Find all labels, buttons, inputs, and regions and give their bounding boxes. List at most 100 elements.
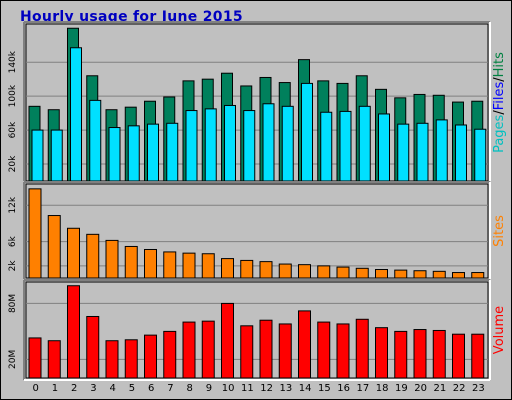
legend-pages: Pages bbox=[492, 114, 507, 152]
volume-bar bbox=[298, 310, 311, 379]
volume-bar bbox=[375, 327, 388, 379]
sites-bar bbox=[67, 227, 80, 279]
volume-panel-plot-area bbox=[25, 281, 489, 379]
sites-bar bbox=[375, 269, 388, 279]
files-bar bbox=[108, 127, 121, 182]
volume-bar bbox=[278, 323, 292, 379]
files-bar bbox=[281, 105, 294, 182]
x-tick-label: 14 bbox=[299, 383, 312, 394]
files-bar bbox=[378, 113, 390, 182]
x-tick-label: 11 bbox=[241, 383, 254, 394]
files-bar bbox=[358, 105, 371, 182]
x-tick-label: 8 bbox=[186, 383, 192, 394]
x-tick-label: 12 bbox=[260, 383, 273, 394]
volume-bar bbox=[317, 321, 331, 379]
x-tick-label: 1 bbox=[52, 383, 58, 394]
volume-bar bbox=[47, 340, 61, 379]
volume-bar bbox=[452, 333, 465, 379]
legend-files: Files bbox=[492, 82, 507, 111]
x-tick-label: 9 bbox=[206, 383, 212, 394]
legend-hits: Hits bbox=[492, 52, 507, 77]
volume-legend: Volume bbox=[492, 306, 507, 354]
sites-bar bbox=[47, 215, 61, 279]
hits-panel-y-tick-label: 100k bbox=[8, 84, 18, 107]
sites-bar bbox=[201, 253, 215, 279]
sites-bar bbox=[163, 251, 177, 279]
sites-bar bbox=[394, 269, 408, 279]
sites-panel-plot-area bbox=[25, 183, 489, 279]
volume-bar bbox=[394, 330, 408, 379]
hits-files-pages-legend: Pages/Files/Hits bbox=[492, 52, 507, 153]
files-bar bbox=[166, 122, 179, 182]
files-bar bbox=[127, 125, 140, 182]
sites-legend: Sites bbox=[492, 215, 507, 247]
x-tick-label: 20 bbox=[414, 383, 427, 394]
x-tick-label: 15 bbox=[318, 383, 331, 394]
volume-bar bbox=[163, 330, 177, 379]
files-bar bbox=[243, 110, 256, 182]
x-tick-label: 21 bbox=[434, 383, 447, 394]
files-bar bbox=[435, 119, 448, 182]
volume-bar bbox=[259, 319, 273, 379]
sites-bar bbox=[124, 245, 138, 279]
files-bar bbox=[224, 104, 236, 182]
sites-bar bbox=[317, 265, 331, 279]
sites-bar bbox=[432, 270, 446, 279]
volume-bar bbox=[413, 329, 427, 379]
files-bar bbox=[204, 108, 217, 182]
files-bar bbox=[147, 123, 159, 182]
volume-bar bbox=[182, 321, 196, 379]
files-bar bbox=[301, 82, 313, 182]
sites-bar bbox=[355, 267, 369, 279]
files-bar bbox=[339, 110, 352, 182]
files-bar bbox=[455, 124, 467, 182]
sites-panel-y-tick-label: 12k bbox=[8, 196, 18, 213]
x-tick-label: 16 bbox=[337, 383, 350, 394]
files-bar bbox=[185, 110, 198, 182]
x-tick-label: 5 bbox=[129, 383, 135, 394]
volume-bar bbox=[105, 340, 119, 379]
files-bar bbox=[416, 122, 429, 182]
x-tick-label: 10 bbox=[222, 383, 235, 394]
sites-bar bbox=[105, 239, 119, 279]
volume-bar bbox=[471, 333, 485, 379]
volume-bar bbox=[240, 325, 254, 379]
sites-bar bbox=[86, 233, 100, 279]
files-bar bbox=[262, 103, 275, 182]
x-tick-label: 0 bbox=[32, 383, 38, 394]
sites-bar bbox=[221, 258, 234, 279]
volume-panel-y-tick-label: 80M bbox=[8, 294, 18, 313]
x-tick-label: 7 bbox=[167, 383, 173, 394]
volume-bar bbox=[67, 285, 80, 379]
x-tick-label: 17 bbox=[357, 383, 370, 394]
sites-bar bbox=[28, 188, 42, 279]
x-tick-label: 4 bbox=[109, 383, 115, 394]
volume-bar bbox=[201, 320, 215, 379]
volume-bar bbox=[336, 323, 350, 379]
volume-bar bbox=[432, 329, 446, 379]
hits-panel-y-tick-label: 140k bbox=[8, 50, 18, 73]
sites-bar bbox=[471, 272, 485, 279]
files-bar bbox=[31, 129, 44, 182]
volume-bar bbox=[144, 334, 157, 379]
files-bar bbox=[320, 111, 333, 182]
legend-separator: / bbox=[492, 77, 507, 82]
sites-bar bbox=[240, 259, 254, 279]
volume-bar bbox=[124, 339, 138, 379]
x-tick-label: 18 bbox=[376, 383, 389, 394]
x-tick-label: 19 bbox=[395, 383, 408, 394]
sites-bar bbox=[413, 270, 427, 279]
sites-bar bbox=[278, 263, 292, 279]
sites-bar bbox=[259, 261, 273, 279]
x-tick-label: 3 bbox=[90, 383, 96, 394]
sites-bar bbox=[144, 248, 157, 279]
sites-bar bbox=[452, 272, 465, 279]
x-tick-label: 22 bbox=[453, 383, 466, 394]
files-bar bbox=[89, 99, 102, 182]
hits-panel-plot-area bbox=[25, 23, 489, 182]
sites-panel-y-tick-label: 2k bbox=[8, 260, 18, 272]
volume-bar bbox=[28, 337, 42, 379]
files-bar bbox=[474, 128, 487, 182]
hits-panel-y-tick-label: 60k bbox=[8, 121, 18, 138]
